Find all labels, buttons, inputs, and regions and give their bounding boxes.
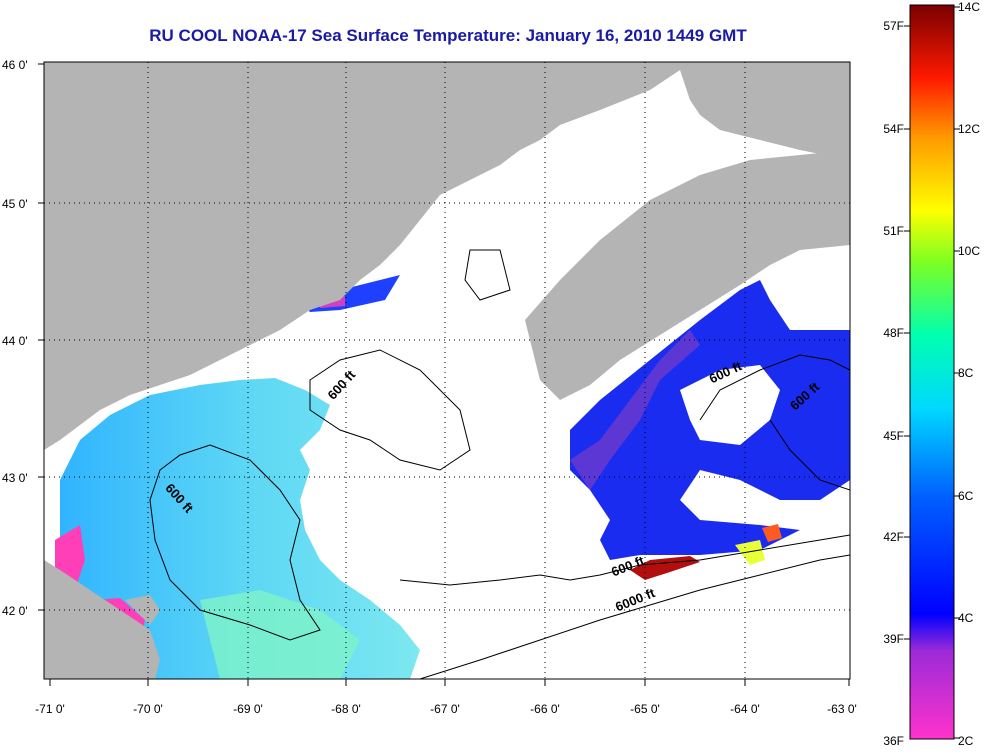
colorbar-label-8c: 8C: [958, 366, 974, 380]
colorbar-label-39f: 39F: [883, 632, 904, 646]
lat-tick-45: 45 0': [2, 197, 28, 211]
lon-tick-71: -71 0': [35, 702, 65, 716]
colorbar-label-6c: 6C: [958, 489, 974, 503]
map-area[interactable]: [44, 62, 850, 679]
colorbar-label-48f: 48F: [883, 326, 904, 340]
land-cape-cod-hook: [125, 595, 160, 625]
colorbar-label-45f: 45F: [883, 429, 904, 443]
lon-tick-69: -69 0': [233, 702, 263, 716]
sst-warm-front-red: [762, 524, 782, 542]
sst-warm-front-yellow: [735, 540, 765, 565]
colorbar-label-12c: 12C: [958, 122, 981, 136]
lat-tick-46: 46 0': [2, 58, 28, 72]
colorbar-label-42f: 42F: [883, 530, 904, 544]
lon-tick-63: -63 0': [827, 702, 857, 716]
sst-west-warm-patch: [200, 590, 360, 679]
lon-tick-67: -67 0': [430, 702, 460, 716]
colorbar-label-57f: 57F: [883, 19, 904, 33]
contour-600ft-central: [309, 349, 471, 471]
sst-east-purple: [570, 330, 700, 490]
bathymetry-contours: [149, 249, 850, 679]
colorbar-label-14c: 14C: [958, 0, 981, 14]
contour-islands: [464, 249, 511, 301]
colorbar-label-2c: 2C: [958, 734, 974, 748]
colorbar-label-54f: 54F: [883, 122, 904, 136]
land-nova-scotia: [525, 150, 850, 400]
sst-warm-front: [630, 556, 700, 580]
colorbar-label-4c: 4C: [958, 611, 974, 625]
colorbar: [909, 4, 955, 740]
contour-600ft-scotian: [699, 354, 850, 421]
lon-tick-64: -64 0': [730, 702, 760, 716]
land-cape-cod: [44, 560, 160, 679]
contour-600ft-west: [149, 444, 321, 641]
lon-tick-65: -65 0': [630, 702, 660, 716]
lat-tick-44: 44 0': [2, 334, 28, 348]
cloud-patch: [680, 365, 780, 445]
colorbar-label-10c: 10C: [958, 244, 981, 258]
axis-ticks: [38, 63, 850, 686]
colorbar-label-36f: 36F: [883, 734, 904, 748]
lon-tick-66: -66 0': [530, 702, 560, 716]
colorbar-ticks: [904, 6, 960, 739]
lon-tick-70: -70 0': [133, 702, 163, 716]
land-maine: [44, 62, 850, 450]
map-frame: [43, 61, 851, 680]
lon-tick-68: -68 0': [331, 702, 361, 716]
contour-600ft-east: [769, 419, 850, 491]
lat-tick-42: 42 0': [2, 604, 28, 618]
lat-tick-43: 43 0': [2, 471, 28, 485]
colorbar-label-51f: 51F: [883, 224, 904, 238]
contour-600ft-georges: [399, 534, 850, 586]
map-title: RU COOL NOAA-17 Sea Surface Temperature:…: [149, 26, 747, 45]
contour-6000ft: [419, 554, 850, 679]
